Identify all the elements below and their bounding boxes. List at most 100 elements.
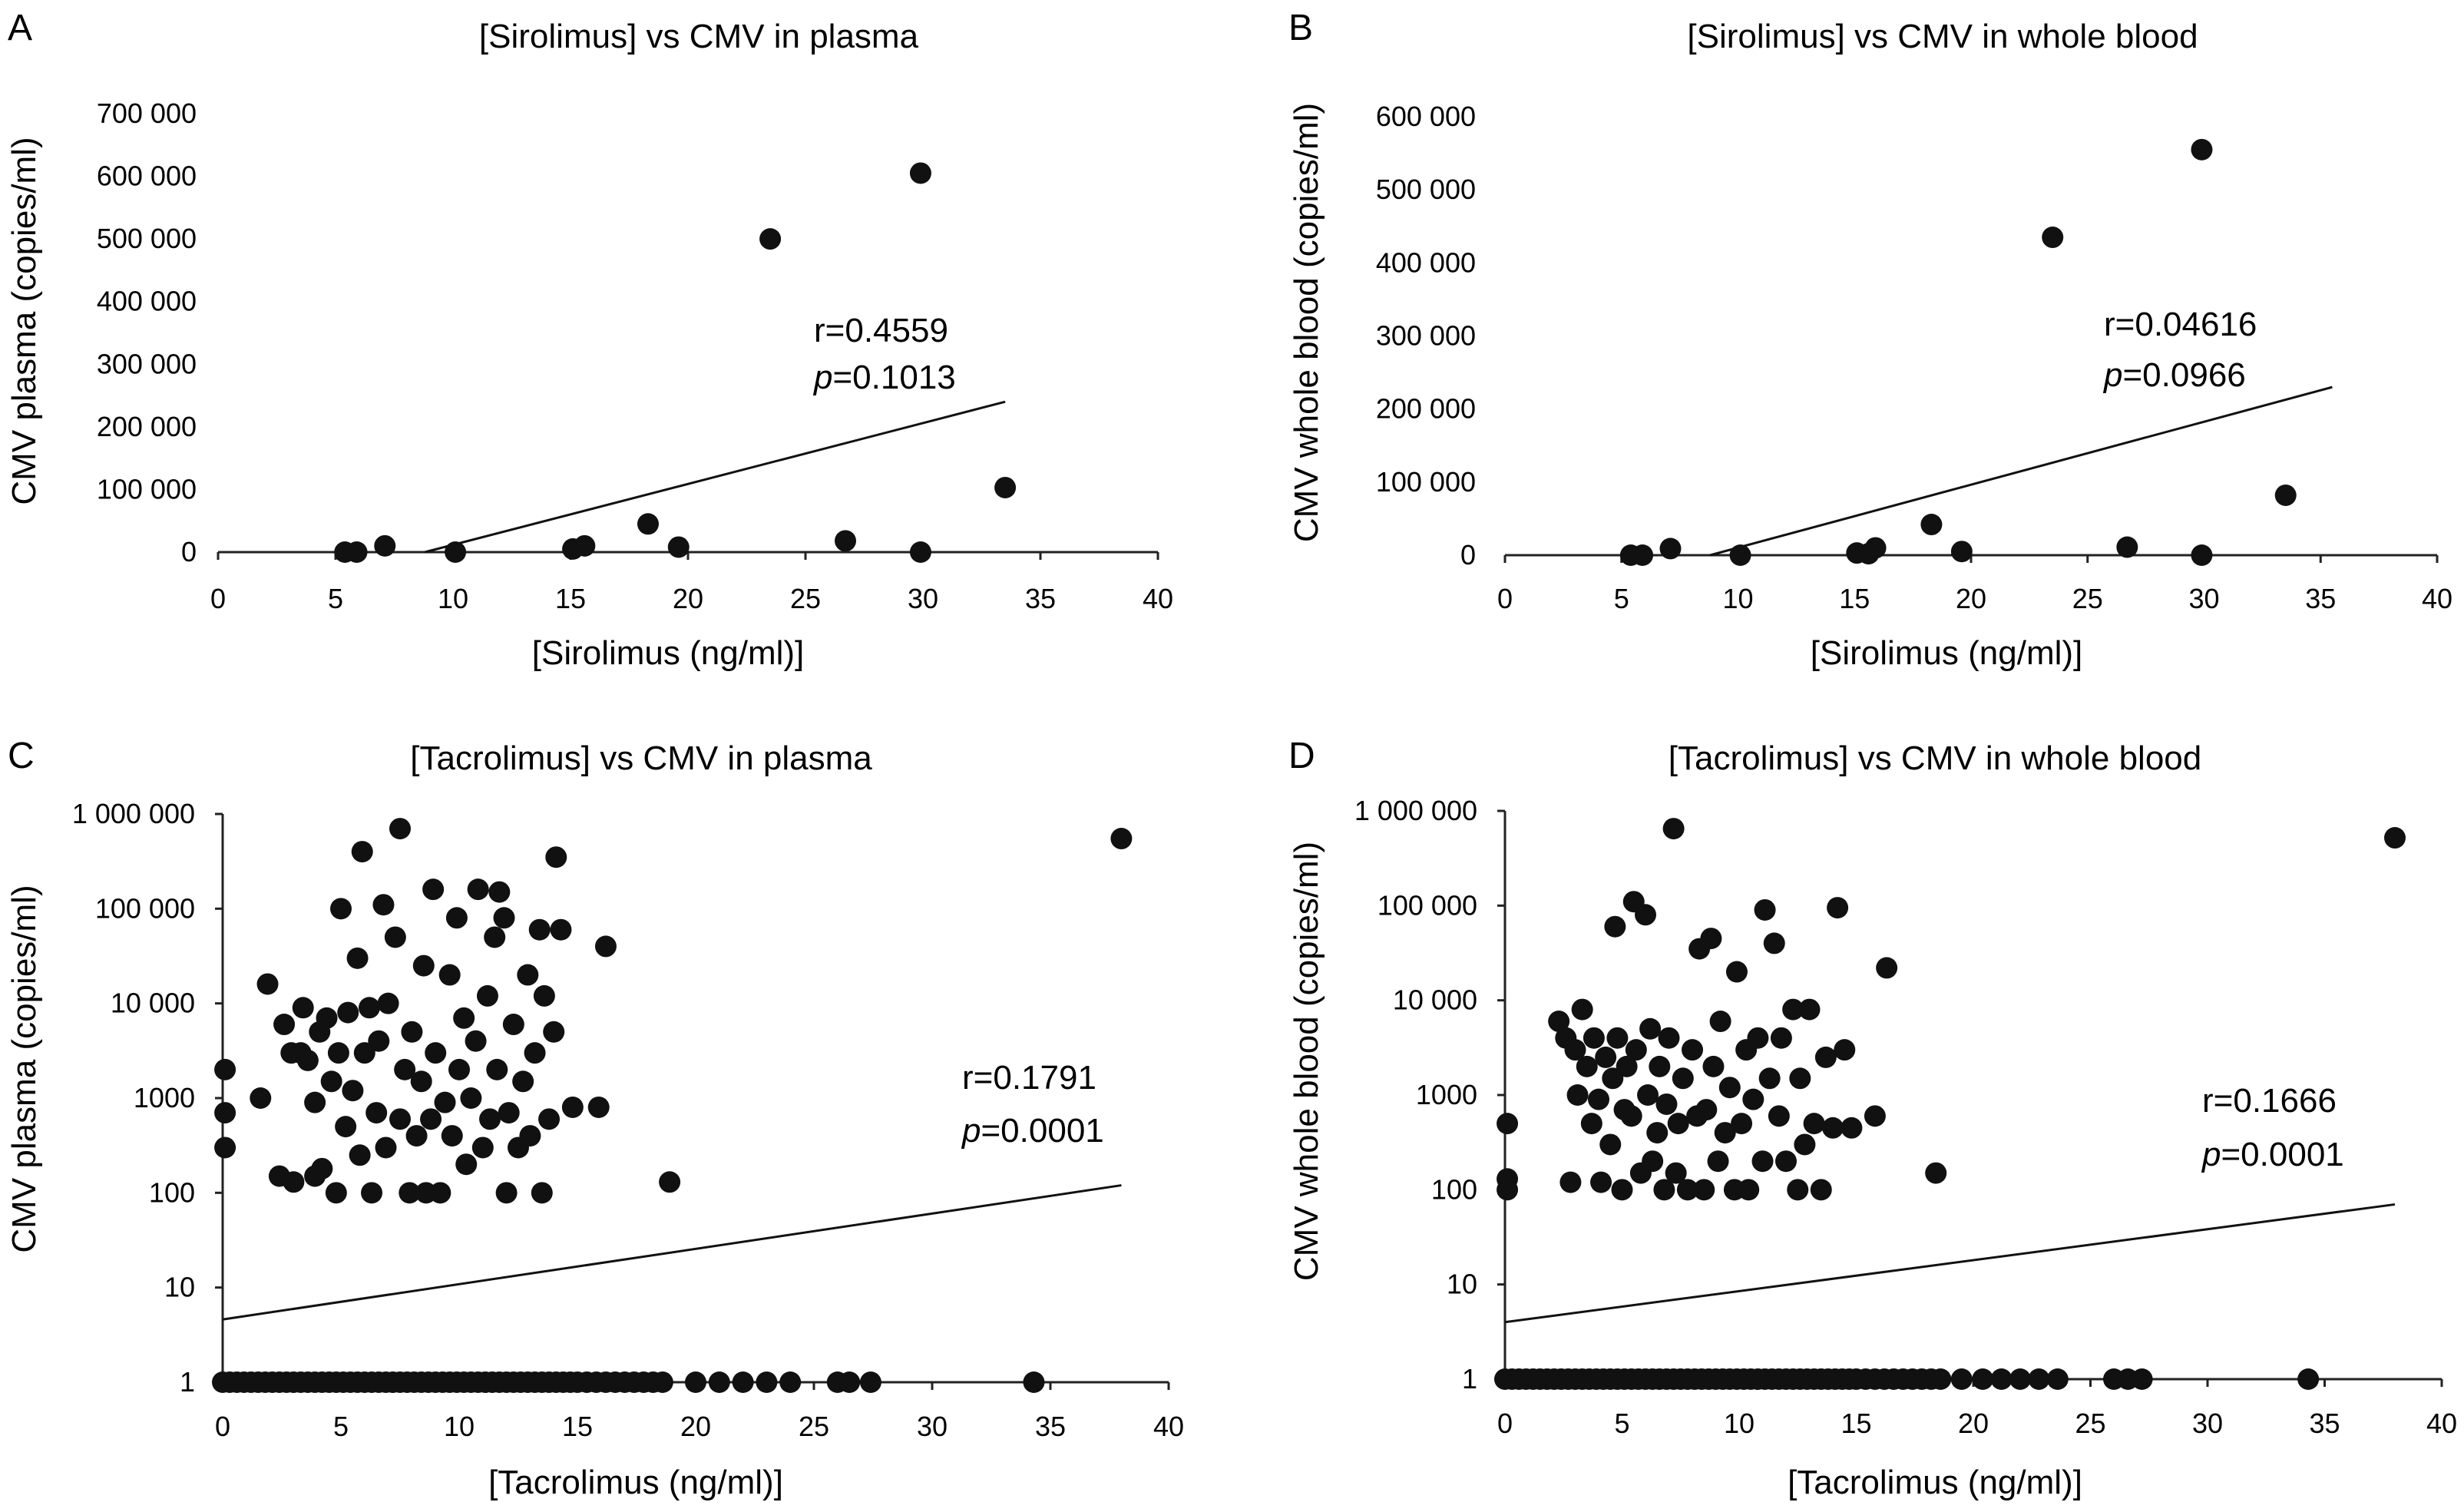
panel-d-data-point (1747, 1027, 1768, 1049)
panel-d-data-point (1588, 1089, 1609, 1110)
panel-c-data-point (297, 1050, 319, 1071)
panel-c-data-point (435, 1092, 456, 1113)
panel-c-letter: C (8, 736, 35, 776)
panel-d-data-point (1682, 1039, 1703, 1060)
panel-a-data-point (910, 541, 931, 563)
panel-d-data-point (1827, 897, 1848, 918)
panel-c-data-point (328, 1042, 349, 1064)
panel-c-data-point (512, 1070, 534, 1092)
panel-d-data-point (1695, 1099, 1717, 1120)
panel-c-data-point (503, 1014, 524, 1035)
panel-a-x-tick-label: 35 (1025, 583, 1056, 614)
panel-a-y-tick-label: 300 000 (97, 348, 197, 379)
panel-c-data-point (273, 1014, 295, 1035)
panel-a-y-tick-label: 200 000 (97, 411, 197, 442)
panel-b-trendline-group (1710, 387, 2332, 555)
panel-c-data-point (214, 1136, 236, 1158)
panel-c-data-point (439, 964, 461, 986)
panel-b-x-tick-label: 35 (2305, 583, 2336, 614)
panel-c-data-point (257, 973, 279, 994)
panel-a-data-point (574, 535, 595, 557)
panel-d-data-point (1822, 1117, 1844, 1139)
panel-b-data-point (1659, 538, 1681, 559)
panel-d-x-tick-label: 15 (1841, 1408, 1871, 1439)
panel-d-data-point (1775, 1150, 1797, 1172)
panel-d-zero-point (1972, 1368, 1993, 1390)
panel-b-data-point (1865, 537, 1887, 558)
panel-a-p-number: =0.1013 (832, 359, 955, 396)
panel-c-data-point (562, 1097, 584, 1118)
panel-c-y-tick-label: 10 (164, 1272, 195, 1303)
panel-c-data-point (659, 1171, 680, 1193)
panel-c-data-point (406, 1125, 428, 1146)
panel-d-data-point (1595, 1047, 1616, 1068)
panel-a-data-point (759, 228, 781, 250)
panel-b-y-ticks: 0100 000200 000300 000400 000500 000600 … (1376, 101, 1476, 571)
panel-b-data-point (2191, 139, 2212, 160)
panel-d-data-point (1497, 1113, 1518, 1134)
panel-d-data-point (1719, 1077, 1741, 1098)
panel-c-zero-point (838, 1371, 860, 1393)
panel-b-x-tick-label: 20 (1956, 583, 1986, 614)
panel-a-x-tick-label: 40 (1143, 583, 1173, 614)
panel-c-y-tick-label: 10 000 (111, 988, 195, 1019)
panel-b-x-tick-label: 5 (1614, 583, 1629, 614)
panel-a-x-tick-label: 25 (790, 583, 821, 614)
panel-a-y-tick-label: 0 (181, 536, 197, 567)
panel-c-data-point (214, 1102, 236, 1123)
panel-d-data-point (1787, 1179, 1808, 1200)
panel-c-data-point (326, 1182, 347, 1203)
panel-a-y-tick-label: 600 000 (97, 160, 197, 192)
panel-d-data-point (1731, 1113, 1752, 1134)
panel-a-data-point (668, 536, 690, 557)
panel-d-x-axis-label: [Tacrolimus (ng/ml)] (1788, 1464, 2082, 1501)
panel-b-y-tick-label: 600 000 (1376, 101, 1476, 132)
panel-d-y-axis-label: CMV whole blood (copies/ml) (1288, 842, 1325, 1281)
panel-c-data-point (448, 1059, 470, 1080)
panel-b-x-tick-label: 0 (1497, 583, 1513, 614)
panel-c-data-point (488, 882, 510, 903)
panel-c-x-tick-label: 0 (215, 1411, 230, 1442)
panel-d-data-point (1637, 1084, 1659, 1106)
panel-c-zero-point (1023, 1371, 1044, 1393)
panel-d-data-point (1925, 1163, 1946, 1184)
panel-d-y-tick-label: 100 (1431, 1173, 1477, 1205)
panel-c-data-point (250, 1087, 271, 1109)
panel-c-data-point (453, 1007, 475, 1029)
panel-a-letter: A (8, 8, 32, 48)
panel-d-letter: D (1288, 736, 1315, 776)
panel-c-data-point (342, 1080, 363, 1101)
panel-a-x-tick-label: 15 (555, 583, 586, 614)
panel-d-zero-point (1930, 1368, 1951, 1390)
panel-c-x-tick-label: 15 (562, 1411, 593, 1442)
panel-b-data-point (2116, 537, 2138, 558)
panel-a-data-point (637, 513, 659, 534)
panel-c-data-point (359, 997, 380, 1018)
panel-c-data-point (375, 1136, 397, 1158)
panel-c-data-point (352, 841, 373, 862)
panel-c: C [Tacrolimus] vs CMV in plasma CMV plas… (5, 736, 1184, 1501)
panel-c-data-point (321, 1070, 342, 1092)
panel-b-data-point (2275, 485, 2297, 506)
panel-d-data-point (1804, 1113, 1825, 1134)
panel-c-data-point (368, 1031, 389, 1052)
panel-c-y-tick-label: 1000 (134, 1082, 195, 1113)
panel-d-zero-point (1951, 1368, 1973, 1390)
panel-d-data-point (1672, 1067, 1694, 1089)
panel-a-data-point (835, 530, 856, 551)
panel-d-x-tick-label: 30 (2192, 1408, 2223, 1439)
panel-c-data-point (524, 1042, 546, 1064)
panel-c-data-point (311, 1158, 332, 1179)
panel-c-data-point (330, 898, 352, 919)
panel-b-y-tick-label: 400 000 (1376, 246, 1476, 278)
panel-d-zero-point (2028, 1368, 2049, 1390)
panel-d-data-point (1834, 1039, 1855, 1060)
panel-d-data-point (1742, 1089, 1764, 1110)
panel-d-p-symbol: p (2201, 1136, 2221, 1173)
panel-d-x-tick-label: 10 (1724, 1408, 1755, 1439)
panel-d-data-point (1635, 904, 1656, 925)
panel-a-data-point (374, 535, 395, 557)
panel-b-data-point (2042, 227, 2063, 248)
panel-d-data-point (1768, 1105, 1790, 1127)
panel-d-y-tick-label: 1 000 000 (1354, 795, 1477, 826)
